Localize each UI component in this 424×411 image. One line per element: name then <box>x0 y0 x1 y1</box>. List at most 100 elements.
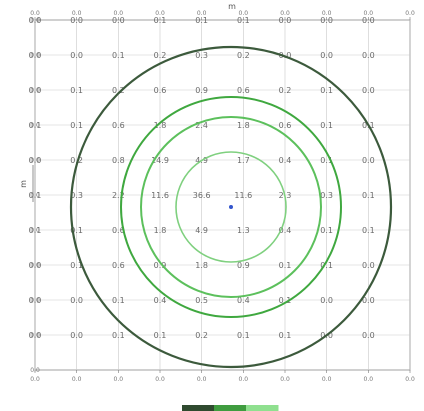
cell-value-r4-c5: 1.7 <box>237 156 250 165</box>
cell-value-r3-c0: 0.1 <box>29 121 42 130</box>
cell-value-r1-c2: 0.1 <box>112 51 125 60</box>
y-tick-label-4: 0.0 <box>30 157 40 164</box>
colorbar-segment-2 <box>246 405 279 411</box>
x-tick-labels-top: 0.0 0.0 0.0 0.0 0.0 0.0 0.0 0.0 0.0 0.0 <box>30 10 415 17</box>
cell-value-r8-c3: 0.4 <box>154 296 167 305</box>
cell-value-r7-c4: 1.8 <box>195 261 208 270</box>
cell-value-r9-c4: 0.2 <box>195 331 208 340</box>
y-tick-label-9: 0.0 <box>30 332 40 339</box>
cell-value-r8-c0: 0.0 <box>29 296 42 305</box>
cell-value-r4-c3: 14.9 <box>151 156 169 165</box>
x-tick-label-bottom-2: 0.0 <box>114 376 124 383</box>
x-tick-label-top-4: 0.0 <box>197 10 207 17</box>
y-axis-title: m <box>19 180 28 188</box>
y-tick-label-0: 0.0 <box>30 17 40 24</box>
cell-value-r3-c6: 0.6 <box>279 121 292 130</box>
cell-value-r8-c5: 0.4 <box>237 296 250 305</box>
cell-value-r4-c0: 0.0 <box>29 156 42 165</box>
cell-value-r8-c7: 0.0 <box>320 296 333 305</box>
x-tick-label-top-5: 0.0 <box>239 10 249 17</box>
cell-value-r2-c2: 0.2 <box>112 86 125 95</box>
x-tick-label-top-9: 0.0 <box>405 10 415 17</box>
cell-value-r4-c2: 0.8 <box>112 156 125 165</box>
cell-value-r5-c0: 0.1 <box>29 191 42 200</box>
cell-value-r9-c6: 0.1 <box>279 331 292 340</box>
y-tick-label-3: 0.0 <box>30 122 40 129</box>
x-tick-label-bottom-4: 0.0 <box>197 376 207 383</box>
cell-value-r3-c2: 0.6 <box>112 121 125 130</box>
center-marker <box>229 205 233 209</box>
y-tick-label-8: 0.0 <box>30 297 40 304</box>
x-tick-label-top-1: 0.0 <box>72 10 82 17</box>
x-tick-label-top-8: 0.0 <box>364 10 374 17</box>
axis-ticks <box>34 17 411 373</box>
cell-value-r7-c5: 0.9 <box>237 261 250 270</box>
cell-value-r6-c1: 0.1 <box>70 226 83 235</box>
y-tick-label-5: 0.0 <box>30 192 40 199</box>
x-tick-label-bottom-6: 0.0 <box>280 376 290 383</box>
cell-value-r2-c6: 0.2 <box>279 86 292 95</box>
cell-value-r3-c3: 1.8 <box>154 121 167 130</box>
contour-ring-3 <box>175 151 287 263</box>
x-tick-label-top-3: 0.0 <box>155 10 165 17</box>
contour-ring-0 <box>69 45 393 369</box>
cell-value-r9-c0: 0.0 <box>29 331 42 340</box>
cell-value-r7-c3: 0.9 <box>154 261 167 270</box>
cell-value-r4-c8: 0.0 <box>362 156 375 165</box>
cell-value-r3-c1: 0.1 <box>70 121 83 130</box>
cell-value-r5-c2: 2.2 <box>112 191 125 200</box>
cell-value-r2-c5: 0.6 <box>237 86 250 95</box>
cell-value-r3-c4: 2.4 <box>195 121 208 130</box>
contour-ring-1 <box>120 96 342 318</box>
cell-value-r7-c1: 0.1 <box>70 261 83 270</box>
cell-value-r6-c8: 0.1 <box>362 226 375 235</box>
cell-value-r7-c6: 0.1 <box>279 261 292 270</box>
cell-value-r8-c6: 0.1 <box>279 296 292 305</box>
cell-value-r8-c2: 0.1 <box>112 296 125 305</box>
cell-value-r4-c1: 0.2 <box>70 156 83 165</box>
x-tick-label-top-6: 0.0 <box>280 10 290 17</box>
cell-value-r2-c7: 0.1 <box>320 86 333 95</box>
contour-lines <box>69 45 393 369</box>
colorbar-segments <box>182 405 279 411</box>
cell-value-r0-c7: 0.0 <box>320 16 333 25</box>
cell-value-r9-c8: 0.0 <box>362 331 375 340</box>
x-tick-label-bottom-9: 0.0 <box>405 376 415 383</box>
cell-value-r4-c6: 0.4 <box>279 156 292 165</box>
cell-value-r1-c7: 0.0 <box>320 51 333 60</box>
cell-value-r0-c5: 0.1 <box>237 16 250 25</box>
cell-value-r9-c2: 0.1 <box>112 331 125 340</box>
cell-value-r5-c1: 0.3 <box>70 191 83 200</box>
contour-ring-2 <box>140 116 322 298</box>
cell-value-r0-c2: 0.0 <box>112 16 125 25</box>
x-tick-label-top-7: 0.0 <box>322 10 332 17</box>
cell-value-r3-c5: 1.8 <box>237 121 250 130</box>
x-tick-label-bottom-0: 0.0 <box>30 376 40 383</box>
cell-value-r2-c4: 0.9 <box>195 86 208 95</box>
cell-value-r6-c4: 4.9 <box>195 226 208 235</box>
cell-value-r1-c3: 0.2 <box>154 51 167 60</box>
cell-value-r5-c4: 36.6 <box>193 191 211 200</box>
y-tick-label-1: 0.0 <box>30 52 40 59</box>
cell-value-r0-c3: 0.1 <box>154 16 167 25</box>
cell-value-r8-c8: 0.0 <box>362 296 375 305</box>
cell-value-r2-c1: 0.1 <box>70 86 83 95</box>
cell-value-r9-c5: 0.1 <box>237 331 250 340</box>
colorbar-segment-0 <box>182 405 215 411</box>
cell-value-r9-c1: 0.0 <box>70 331 83 340</box>
grid <box>34 19 411 371</box>
cell-value-r1-c1: 0.0 <box>70 51 83 60</box>
cell-value-r6-c3: 1.8 <box>154 226 167 235</box>
x-tick-label-bottom-3: 0.0 <box>155 376 165 383</box>
cell-value-r7-c0: 0.0 <box>29 261 42 270</box>
cell-value-r1-c0: 0.0 <box>29 51 42 60</box>
cell-value-r5-c8: 0.1 <box>362 191 375 200</box>
cell-value-r0-c1: 0.0 <box>70 16 83 25</box>
cell-value-r5-c3: 11.6 <box>151 191 169 200</box>
x-tick-label-bottom-1: 0.0 <box>72 376 82 383</box>
cell-value-r5-c5: 11.6 <box>234 191 252 200</box>
x-tick-label-bottom-5: 0.0 <box>239 376 249 383</box>
cell-value-r7-c2: 0.6 <box>112 261 125 270</box>
cell-value-r5-c7: 0.3 <box>320 191 333 200</box>
